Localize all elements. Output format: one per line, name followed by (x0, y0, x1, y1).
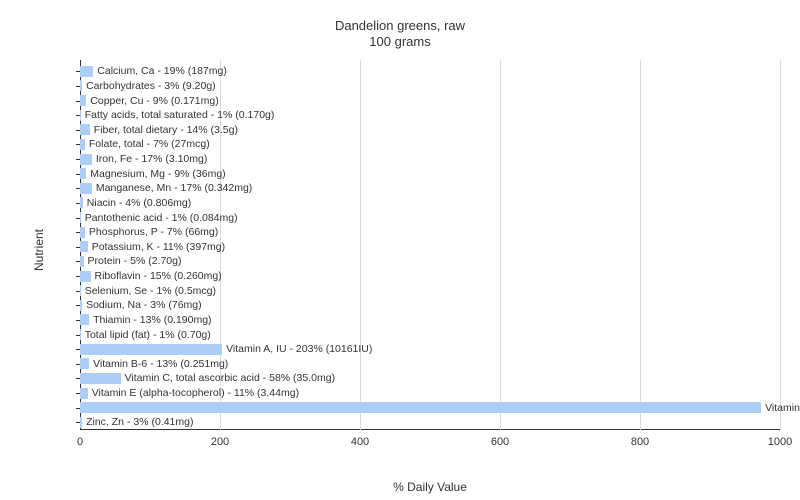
bar-label: Zinc, Zn - 3% (0.41mg) (82, 416, 193, 428)
bar-label: Vitamin K (phylloquinone) - 973% (778.4m… (761, 402, 800, 414)
bar-label: Phosphorus, P - 7% (66mg) (85, 226, 218, 238)
x-tick-label: 0 (77, 436, 83, 448)
nutrient-chart: Dandelion greens, raw 100 grams Nutrient… (0, 0, 800, 500)
bar-row: Phosphorus, P - 7% (66mg) (80, 226, 780, 239)
bar-row: Manganese, Mn - 17% (0.342mg) (80, 182, 780, 195)
bar-row: Vitamin B-6 - 13% (0.251mg) (80, 357, 780, 370)
bar (80, 241, 88, 252)
bar (80, 344, 222, 355)
bar-label: Vitamin A, IU - 203% (10161IU) (222, 343, 372, 355)
bar-row: Vitamin K (phylloquinone) - 973% (778.4m… (80, 401, 780, 414)
bar (80, 388, 88, 399)
x-tick-label: 1000 (768, 436, 792, 448)
bar-row: Copper, Cu - 9% (0.171mg) (80, 94, 780, 107)
bar-row: Sodium, Na - 3% (76mg) (80, 299, 780, 312)
bar-label: Thiamin - 13% (0.190mg) (89, 314, 211, 326)
bar (80, 271, 91, 282)
chart-title-line1: Dandelion greens, raw (0, 18, 800, 33)
bar-row: Riboflavin - 15% (0.260mg) (80, 270, 780, 283)
bar-label: Riboflavin - 15% (0.260mg) (91, 270, 222, 282)
x-tick-label: 800 (631, 436, 649, 448)
bar-label: Vitamin E (alpha-tocopherol) - 11% (3.44… (88, 387, 299, 399)
bar-label: Vitamin B-6 - 13% (0.251mg) (89, 358, 228, 370)
bar-row: Total lipid (fat) - 1% (0.70g) (80, 328, 780, 341)
bar-row: Fiber, total dietary - 14% (3.5g) (80, 123, 780, 136)
bar (80, 373, 121, 384)
y-axis-label: Nutrient (32, 229, 46, 271)
bar-row: Thiamin - 13% (0.190mg) (80, 313, 780, 326)
bar-label: Selenium, Se - 1% (0.5mcg) (81, 285, 216, 297)
chart-title-line2: 100 grams (0, 34, 800, 49)
bar (80, 154, 92, 165)
bar-label: Pantothenic acid - 1% (0.084mg) (81, 212, 238, 224)
bar-row: Folate, total - 7% (27mcg) (80, 138, 780, 151)
x-tick-label: 200 (211, 436, 229, 448)
bar-row: Fatty acids, total saturated - 1% (0.170… (80, 109, 780, 122)
bar-label: Protein - 5% (2.70g) (84, 255, 182, 267)
bar-row: Protein - 5% (2.70g) (80, 255, 780, 268)
bar-row: Niacin - 4% (0.806mg) (80, 196, 780, 209)
bar-label: Iron, Fe - 17% (3.10mg) (92, 153, 207, 165)
bar-label: Magnesium, Mg - 9% (36mg) (86, 168, 225, 180)
bar-label: Folate, total - 7% (27mcg) (85, 138, 210, 150)
bar-label: Copper, Cu - 9% (0.171mg) (86, 95, 218, 107)
bar-row: Vitamin E (alpha-tocopherol) - 11% (3.44… (80, 387, 780, 400)
bar-row: Iron, Fe - 17% (3.10mg) (80, 153, 780, 166)
bar-row: Calcium, Ca - 19% (187mg) (80, 65, 780, 78)
bar-label: Potassium, K - 11% (397mg) (88, 241, 225, 253)
bar-row: Pantothenic acid - 1% (0.084mg) (80, 211, 780, 224)
bar-label: Calcium, Ca - 19% (187mg) (93, 65, 227, 77)
bar-label: Fatty acids, total saturated - 1% (0.170… (81, 109, 275, 121)
bar-row: Potassium, K - 11% (397mg) (80, 240, 780, 253)
bar-row: Zinc, Zn - 3% (0.41mg) (80, 416, 780, 429)
grid-line (780, 60, 781, 430)
bar-label: Fiber, total dietary - 14% (3.5g) (90, 124, 238, 136)
bar-label: Carbohydrates - 3% (9.20g) (82, 80, 216, 92)
bar (80, 314, 89, 325)
bar (80, 124, 90, 135)
bar (80, 66, 93, 77)
x-tick-label: 600 (491, 436, 509, 448)
bar-label: Niacin - 4% (0.806mg) (83, 197, 191, 209)
bars-container: Calcium, Ca - 19% (187mg) Carbohydrates -… (80, 64, 780, 430)
bar (80, 402, 761, 413)
bar-row: Magnesium, Mg - 9% (36mg) (80, 167, 780, 180)
bar-row: Carbohydrates - 3% (9.20g) (80, 79, 780, 92)
bar-row: Vitamin A, IU - 203% (10161IU) (80, 343, 780, 356)
x-axis-label: % Daily Value (80, 480, 780, 494)
plot-area: 02004006008001000 Calcium, Ca - 19% (187… (80, 60, 780, 450)
bar (80, 358, 89, 369)
bar-row: Vitamin C, total ascorbic acid - 58% (35… (80, 372, 780, 385)
bar-label: Vitamin C, total ascorbic acid - 58% (35… (121, 372, 335, 384)
bar-row: Selenium, Se - 1% (0.5mcg) (80, 284, 780, 297)
bar (80, 183, 92, 194)
bar-label: Manganese, Mn - 17% (0.342mg) (92, 182, 252, 194)
bar-label: Total lipid (fat) - 1% (0.70g) (81, 329, 211, 341)
bar-label: Sodium, Na - 3% (76mg) (82, 299, 202, 311)
x-tick-label: 400 (351, 436, 369, 448)
